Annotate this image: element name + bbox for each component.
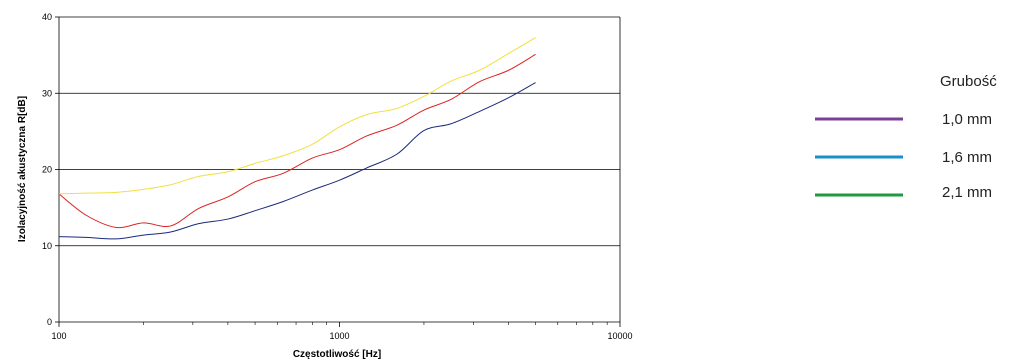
grid-lines — [59, 16, 620, 247]
x-tick-label-2: 10000 — [607, 331, 632, 341]
legend-label-2: 1,6 mm — [942, 149, 992, 166]
series-lines — [58, 37, 536, 240]
y-tick-label-0: 0 — [47, 317, 52, 327]
x-tick-label-1: 1000 — [329, 331, 349, 341]
legend-label-3: 2,1 mm — [942, 184, 992, 201]
y-tick-label-2: 20 — [42, 165, 52, 175]
legend: Grubość 1,0 mm 1,6 mm 2,1 mm — [815, 73, 997, 201]
y-axis-title: Izolacyjność akustyczna R[dB] — [17, 96, 28, 242]
legend-title: Grubość — [940, 73, 997, 90]
y-tick-label-3: 30 — [42, 88, 52, 98]
x-axis-title: Częstotliwość [Hz] — [293, 349, 381, 360]
axis-ticks: 0 10 20 30 40 100 1000 10000 — [42, 12, 633, 341]
y-tick-label-4: 40 — [42, 12, 52, 22]
series-line-2 — [58, 53, 536, 229]
legend-label-1: 1,0 mm — [942, 111, 992, 128]
series-line-3 — [58, 37, 536, 195]
series-line-1 — [58, 82, 536, 240]
y-tick-label-1: 10 — [42, 241, 52, 251]
x-tick-label-0: 100 — [51, 331, 66, 341]
